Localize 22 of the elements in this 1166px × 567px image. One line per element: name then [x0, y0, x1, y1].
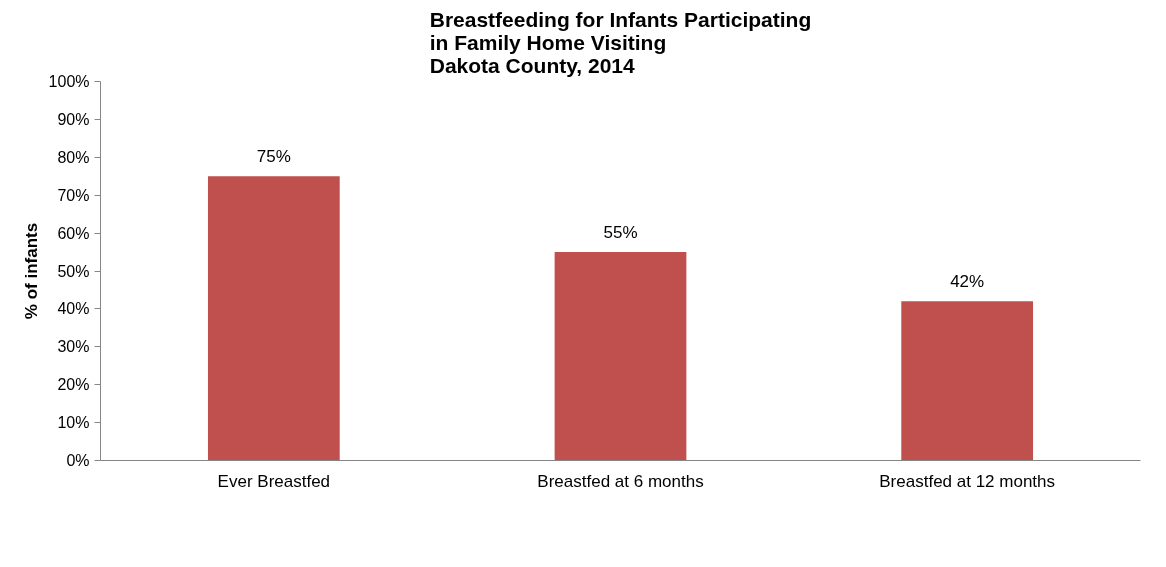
y-tick-label: 50% — [57, 262, 90, 280]
x-tick-label: Ever Breastfed — [217, 471, 331, 491]
y-tick-label: 10% — [57, 414, 90, 432]
chart-title: Breastfeeding for Infants Participating in Family Home Visiting Dakota County, 2014 — [429, 7, 812, 77]
data-label: 75% — [256, 147, 291, 167]
data-label: 55% — [603, 223, 638, 243]
y-tick-label: 70% — [57, 186, 90, 204]
y-tick-label: 80% — [57, 148, 90, 166]
y-tick-label: 30% — [57, 338, 90, 356]
bar — [901, 301, 1034, 461]
x-tick-label: Breastfed at 6 months — [537, 471, 704, 491]
bar — [207, 176, 340, 461]
y-tick-label: 0% — [66, 452, 90, 469]
y-tick-label: 40% — [57, 300, 90, 318]
y-tick-label: 60% — [57, 224, 90, 242]
y-axis-title: % of infants — [21, 222, 41, 320]
y-tick-label: 90% — [57, 110, 90, 128]
y-tick-label: 20% — [57, 376, 90, 394]
x-tick-label: Breastfed at 12 months — [879, 471, 1056, 491]
y-tick-label: 100% — [48, 73, 90, 90]
data-label: 42% — [950, 272, 985, 292]
bar — [554, 252, 687, 461]
